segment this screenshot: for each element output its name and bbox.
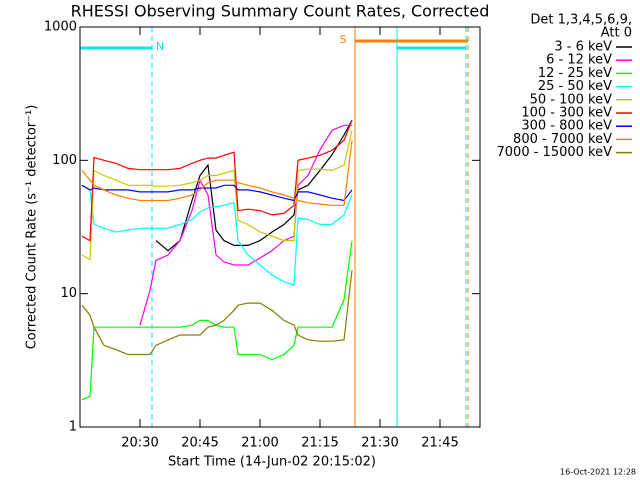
timestamp: 16-Oct-2021 12:28 <box>560 468 636 477</box>
legend-header: Att 0 <box>601 26 632 41</box>
y-axis-label: Corrected Count Rate (s⁻¹ detector⁻¹) <box>25 105 40 350</box>
legend-label: 6 - 12 keV <box>546 53 612 68</box>
x-tick-label: 20:30 <box>121 436 158 451</box>
chart-title: RHESSI Observing Summary Count Rates, Co… <box>71 2 490 21</box>
series-line <box>81 184 353 286</box>
y-tick-label: 100 <box>52 153 77 168</box>
legend-label: 100 - 300 keV <box>521 106 612 121</box>
legend-label: 7000 - 15000 keV <box>497 145 613 160</box>
legend-label: 300 - 800 keV <box>521 119 612 134</box>
legend-label: 800 - 7000 keV <box>513 132 612 147</box>
legend-label: 25 - 50 keV <box>538 79 612 94</box>
legend-label: 3 - 6 keV <box>554 40 612 55</box>
legend-label: 50 - 100 keV <box>530 92 613 107</box>
x-tick-label: 21:15 <box>301 436 338 451</box>
series-line <box>81 140 353 206</box>
x-tick-label: 21:30 <box>361 436 398 451</box>
series-line <box>81 130 353 261</box>
series-line <box>139 124 352 326</box>
legend-header: Det 1,3,4,5,6,9, <box>530 13 632 28</box>
x-axis-label: Start Time (14-Jun-02 20:15:02) <box>168 455 376 470</box>
series-line <box>155 119 353 252</box>
series-line <box>81 119 353 242</box>
series-line <box>81 270 353 356</box>
x-tick-label: 21:00 <box>241 436 278 451</box>
plot-frame <box>79 26 481 428</box>
y-tick-label: 10 <box>60 286 77 301</box>
legend-label: 12 - 25 keV <box>538 66 612 81</box>
interval-label: N <box>156 40 164 53</box>
x-tick-label: 21:45 <box>421 436 458 451</box>
x-tick-label: 20:45 <box>181 436 218 451</box>
y-tick-label: 1 <box>69 420 77 435</box>
interval-label: S <box>340 33 347 46</box>
y-tick-label: 1000 <box>44 20 77 35</box>
series-line <box>81 184 353 202</box>
